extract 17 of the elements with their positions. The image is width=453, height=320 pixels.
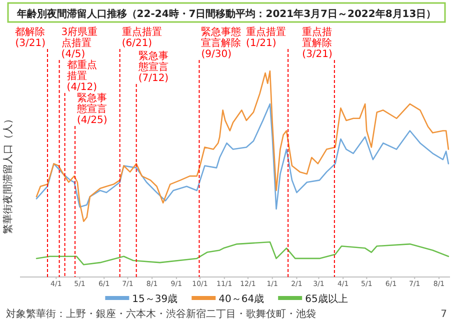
ref-line-label: 重点措置 (6/21) xyxy=(122,26,162,49)
y-axis-title: 繁華街夜間滞留人口（人） xyxy=(2,114,14,234)
legend-label: 65歳以上 xyxy=(305,293,348,305)
text: 対象繁華街：上野・銀座・六本木・渋谷新宿二丁目・歌舞伎町・池袋 xyxy=(6,308,316,320)
legend-label: 15～39歳 xyxy=(132,293,178,305)
legend-label: 40～64歳 xyxy=(218,293,264,305)
title: 年齢別夜間滞留人口推移（22-24時・7日間移動平均：2021年3月7日～2022年8月13日） xyxy=(7,2,446,23)
text: 7 xyxy=(440,309,447,320)
ref-line-label: 緊急事態宣言解除 (9/30) xyxy=(201,26,242,60)
ref-line-label: 3府県重点措置 (4/5) xyxy=(61,26,98,60)
ref-line-label: 緊急事態宣言 (7/12) xyxy=(137,50,169,84)
ref-line-label: 重点措置解除 (3/21) xyxy=(302,26,333,60)
ref-line-label: 重点措置 (1/21) xyxy=(246,26,286,49)
ref-line-label: 都重点措置 (4/12) xyxy=(66,59,98,93)
ref-line-label: 都解除 (3/21) xyxy=(15,26,46,49)
chart-title: 年齢別夜間滞留人口推移（22-24時・7日間移動平均：2021年3月7日～2022年8月13日） xyxy=(16,8,436,20)
ref-line-label: 緊急事態宣言 (4/25) xyxy=(76,92,108,126)
